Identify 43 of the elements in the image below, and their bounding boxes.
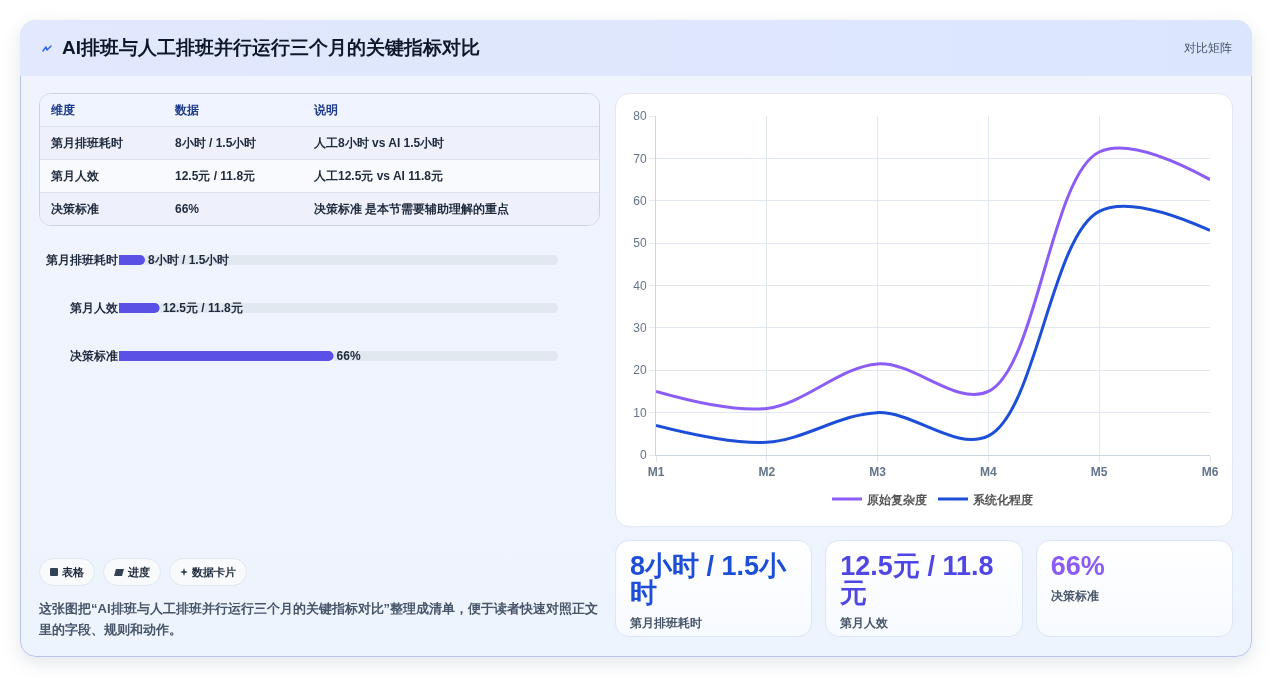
tag: 表格 [39,558,95,586]
text: 说明 [314,101,338,119]
legend-label: 系统化程度 [972,492,1033,507]
y-tick-label: 30 [633,321,647,336]
text: 数据 [175,101,199,119]
x-tick-label: M1 [647,465,665,480]
stat-card: 66% 决策标准 [1035,540,1233,637]
tag: 数据卡片 [169,558,247,586]
x-tick-label: M4 [980,465,998,480]
tag: 进度 [103,558,161,586]
y-tick-label: 70 [633,151,647,166]
data-label: 66% [336,349,361,363]
text: 人工12.5元 vs AI 11.8元 [314,167,443,185]
y-tick-label: 10 [633,405,647,420]
data-label: 12.5元 / 11.8元 [162,301,243,315]
y-tick-label: 40 [633,278,647,293]
y-tick-label: 20 [633,363,647,378]
y-tick-label: 第月人效 [69,301,119,316]
x-tick-label: M3 [869,465,887,480]
x-tick-label: M6 [1201,465,1219,480]
text: AI排班与人工排班并行运行三个月的关键指标对比 [62,36,480,60]
text: 决策标准 [51,200,99,218]
text: 66% [175,202,200,216]
stat-card: 8小时 / 1.5小时 第月排班耗时 [615,540,813,637]
text: 8小时 / 1.5小时 [175,134,257,152]
text: 人工8小时 vs AI 1.5小时 [314,134,445,152]
text: 这张图把“AI排班与人工排班并行运行三个月的关键指标对比”整理成清单，便于读者快速对照正文里的字段、规则和动作。 [39,600,599,639]
y-tick-label: 第月排班耗时 [45,253,118,268]
x-tick-label: M5 [1090,465,1108,480]
text: 第月人效 [51,167,99,185]
y-tick-label: 80 [633,109,647,124]
y-tick-label: 0 [639,448,647,463]
text: 对比矩阵 [1184,39,1232,57]
legend-label: 原始复杂度 [866,492,927,507]
text: 12.5元 / 11.8元 [175,167,256,185]
text: 决策标准 是本节需要辅助理解的重点 [314,200,510,218]
text: 维度 [51,101,75,119]
stat-card: 12.5元 / 11.8元 第月人效 [825,540,1023,637]
y-tick-label: 50 [633,236,647,251]
y-tick-label: 60 [633,193,647,208]
y-tick-label: 决策标准 [70,349,118,364]
x-tick-label: M2 [758,465,776,480]
data-label: 8小时 / 1.5小时 [148,253,230,267]
